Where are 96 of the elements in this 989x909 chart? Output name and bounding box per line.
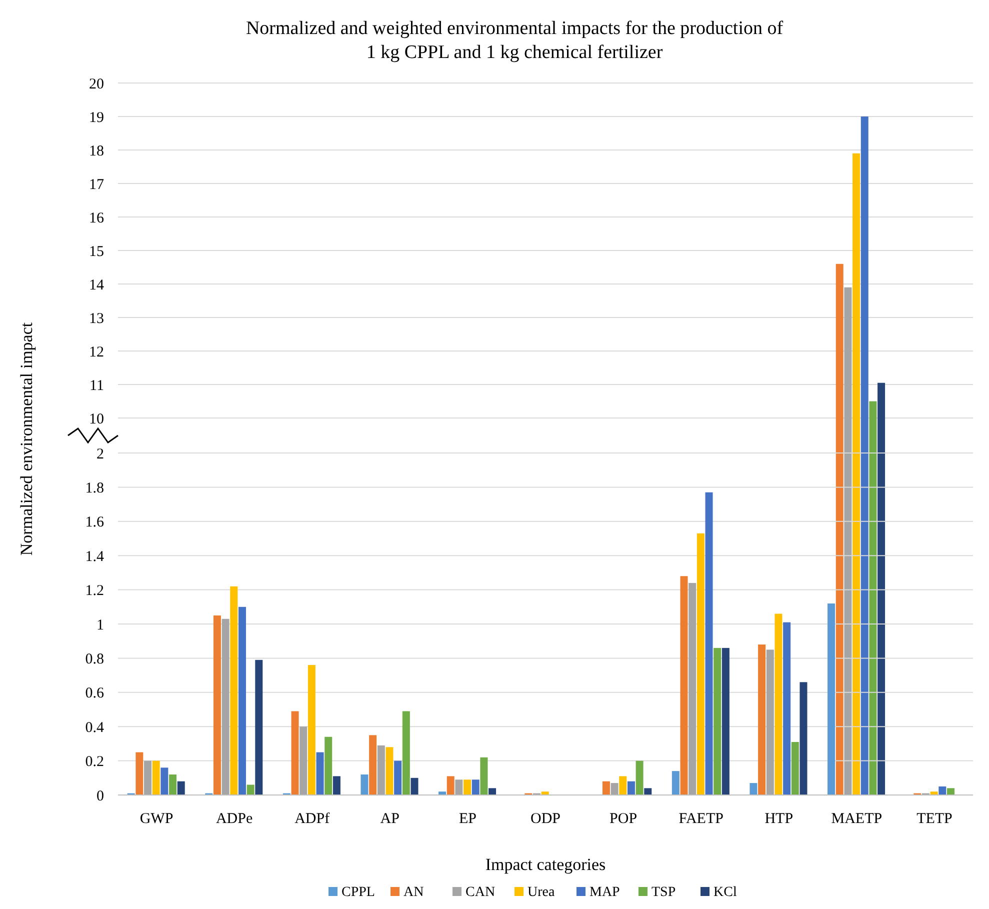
bar bbox=[696, 533, 704, 795]
bar bbox=[316, 752, 324, 795]
y-tick-label: 18 bbox=[89, 143, 104, 160]
x-tick-label: GWP bbox=[140, 811, 174, 827]
bar bbox=[800, 682, 808, 795]
bar bbox=[360, 774, 368, 795]
bar bbox=[246, 784, 254, 795]
bar bbox=[938, 786, 946, 795]
bar bbox=[238, 606, 246, 795]
bar bbox=[758, 644, 766, 795]
y-tick-label: 16 bbox=[89, 210, 104, 226]
bar bbox=[300, 726, 308, 795]
legend-label: TSP bbox=[652, 885, 676, 900]
x-tick-label: POP bbox=[610, 811, 638, 827]
y-tick-label: 15 bbox=[89, 244, 104, 260]
y-tick-label: 0 bbox=[96, 788, 104, 804]
y-tick-label: 13 bbox=[89, 310, 104, 327]
bar bbox=[136, 752, 144, 795]
bar bbox=[455, 780, 463, 795]
legend-label: CAN bbox=[466, 885, 496, 900]
bar bbox=[488, 788, 496, 795]
bar bbox=[369, 735, 377, 795]
bar bbox=[446, 776, 454, 795]
bar bbox=[766, 650, 774, 795]
bar bbox=[213, 615, 221, 795]
y-tick-label: 0.2 bbox=[85, 754, 104, 770]
bar bbox=[680, 576, 688, 795]
bar bbox=[160, 768, 168, 795]
x-tick-label: ADPf bbox=[294, 811, 330, 827]
legend-label: KCl bbox=[714, 885, 737, 900]
x-tick-label: ADPe bbox=[216, 811, 253, 827]
bar bbox=[332, 776, 340, 795]
y-tick-label: 20 bbox=[89, 76, 104, 92]
bar bbox=[636, 760, 644, 795]
y-tick-label: 0.8 bbox=[85, 651, 104, 668]
y-tick-label: 1.8 bbox=[85, 480, 104, 496]
x-tick-label: TETP bbox=[916, 811, 952, 827]
bar bbox=[774, 614, 782, 795]
bar bbox=[386, 747, 394, 795]
y-tick-label: 11 bbox=[90, 378, 104, 394]
bar bbox=[688, 582, 696, 795]
x-tick-label: ODP bbox=[530, 811, 561, 827]
chart-title: Normalized and weighted environmental impacts for the production of 1 kg CPPL and 1 kg chemical fertilizer bbox=[246, 18, 784, 63]
bar bbox=[750, 783, 758, 795]
bar bbox=[722, 648, 730, 795]
y-tick-label: 0.6 bbox=[85, 686, 104, 702]
bar bbox=[410, 778, 418, 795]
bar bbox=[464, 780, 472, 795]
bar bbox=[324, 736, 332, 795]
bar bbox=[791, 742, 799, 795]
bar bbox=[610, 783, 618, 795]
bar bbox=[672, 771, 680, 795]
bar bbox=[946, 788, 954, 795]
bar bbox=[222, 618, 230, 795]
bar bbox=[377, 745, 385, 795]
y-tick-label: 1.6 bbox=[85, 514, 104, 531]
bar bbox=[169, 774, 177, 795]
y-axis-title: Normalized environmental impact bbox=[17, 322, 36, 556]
y-tick-label: 1 bbox=[96, 617, 104, 634]
y-tick-label: 17 bbox=[89, 176, 104, 193]
bar bbox=[152, 760, 160, 795]
y-tick-label: 19 bbox=[89, 110, 104, 126]
bar bbox=[394, 760, 402, 795]
legend-label: Urea bbox=[528, 885, 556, 900]
x-tick-label: FAETP bbox=[678, 811, 724, 827]
bar bbox=[144, 760, 152, 795]
x-tick-label: EP bbox=[458, 811, 476, 827]
bar bbox=[255, 660, 263, 795]
y-tick-label: 12 bbox=[89, 344, 104, 360]
y-tick-label: 10 bbox=[89, 411, 104, 428]
legend-label: AN bbox=[404, 885, 424, 900]
bar bbox=[291, 711, 299, 795]
x-tick-label: HTP bbox=[764, 811, 794, 827]
legend-label: CPPL bbox=[342, 885, 375, 900]
y-tick-label: 14 bbox=[89, 277, 104, 294]
bar bbox=[627, 781, 635, 795]
y-tick-label: 1.2 bbox=[85, 583, 104, 600]
legend-label: MAP bbox=[590, 885, 620, 900]
x-tick-label: AP bbox=[380, 811, 400, 827]
x-tick-label: MAETP bbox=[831, 811, 882, 827]
bar bbox=[619, 776, 627, 795]
bar bbox=[177, 781, 185, 795]
y-tick-label: 1.4 bbox=[85, 548, 104, 565]
y-tick-label: 2 bbox=[96, 446, 104, 462]
bar bbox=[308, 665, 316, 795]
bar bbox=[402, 711, 410, 795]
x-axis-title: Impact categories bbox=[485, 855, 606, 874]
bar bbox=[644, 788, 652, 795]
bar bbox=[472, 780, 480, 795]
bar bbox=[705, 492, 713, 795]
bar bbox=[480, 757, 488, 795]
bar bbox=[783, 622, 791, 795]
bar bbox=[602, 781, 610, 795]
bar bbox=[714, 648, 722, 795]
bar bbox=[230, 586, 238, 795]
y-tick-label: 0.4 bbox=[85, 720, 104, 736]
